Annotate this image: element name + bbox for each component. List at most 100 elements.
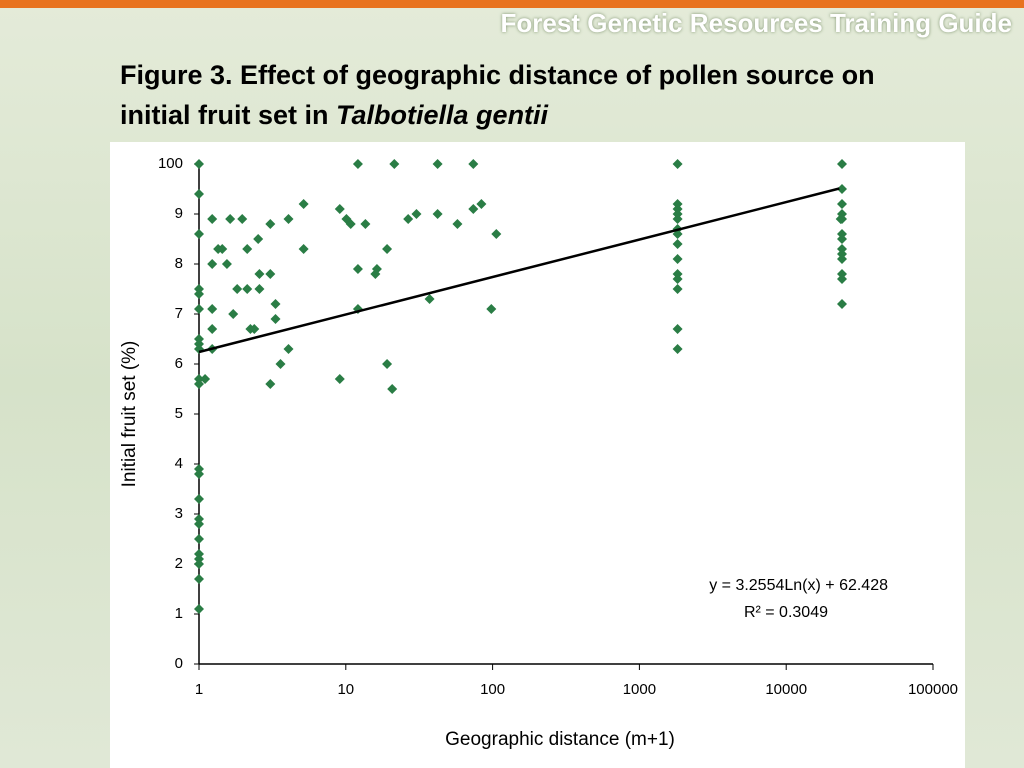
point — [837, 159, 848, 169]
point — [468, 204, 479, 214]
point — [221, 259, 232, 269]
point — [672, 159, 683, 169]
point — [371, 264, 382, 274]
title-species: Talbotiella gentii — [336, 100, 549, 130]
point — [672, 274, 683, 284]
point — [194, 469, 204, 479]
y-tick-label: 5 — [175, 405, 183, 422]
y-tick-label: 1 — [175, 605, 183, 622]
y-tick-label: 9 — [175, 205, 183, 222]
point — [283, 214, 294, 224]
point — [837, 184, 848, 194]
point — [835, 214, 846, 224]
point — [265, 379, 276, 389]
point — [432, 159, 443, 169]
point — [275, 359, 286, 369]
point — [249, 324, 260, 334]
point — [837, 274, 848, 284]
point — [403, 214, 414, 224]
point — [382, 359, 393, 369]
point — [468, 159, 479, 169]
point — [270, 314, 281, 324]
point — [672, 344, 683, 354]
point — [837, 299, 848, 309]
slide-title: Figure 3. Effect of geographic distance … — [120, 55, 940, 135]
y-tick-label: 6 — [175, 355, 183, 372]
point — [194, 379, 204, 389]
point — [207, 259, 218, 269]
point — [207, 214, 218, 224]
point — [486, 304, 497, 314]
point — [837, 199, 848, 209]
point — [194, 559, 204, 569]
point — [837, 254, 848, 264]
point — [334, 204, 345, 214]
point — [360, 219, 371, 229]
point — [254, 284, 265, 294]
y-tick-label: 2 — [175, 555, 183, 572]
point — [253, 234, 264, 244]
point — [672, 239, 683, 249]
point — [194, 304, 204, 314]
x-tick-label: 1 — [195, 681, 203, 698]
point — [194, 494, 204, 504]
equation: y = 3.2554Ln(x) + 62.428 — [709, 577, 888, 594]
point — [298, 199, 309, 209]
point — [265, 269, 276, 279]
y-tick-label: 7 — [175, 305, 183, 322]
header: Forest Genetic Resources Training Guide — [500, 8, 1012, 38]
point — [672, 254, 683, 264]
point — [194, 574, 204, 584]
point — [194, 519, 204, 529]
point — [194, 289, 204, 299]
point — [194, 229, 204, 239]
point — [283, 344, 294, 354]
point — [345, 219, 356, 229]
r-squared: R² = 0.3049 — [744, 604, 828, 621]
point — [334, 374, 345, 384]
title-text: Figure 3. Effect of geographic distance … — [120, 60, 875, 130]
point — [200, 374, 211, 384]
trendline — [198, 187, 840, 354]
y-tick-label: 3 — [175, 505, 183, 522]
point — [298, 244, 309, 254]
point — [411, 209, 422, 219]
y-tick-label: 8 — [175, 255, 183, 272]
point — [672, 324, 683, 334]
point — [228, 309, 239, 319]
x-tick-label: 10000 — [765, 681, 807, 698]
point — [232, 284, 243, 294]
point — [352, 264, 363, 274]
y-tick-label: 0 — [175, 655, 183, 672]
point — [352, 159, 363, 169]
x-tick-label: 10 — [337, 681, 354, 698]
point — [672, 284, 683, 294]
point — [242, 244, 253, 254]
point — [491, 229, 502, 239]
point — [432, 209, 443, 219]
point — [225, 214, 236, 224]
point — [194, 604, 204, 614]
x-tick-label: 100 — [480, 681, 505, 698]
x-tick-label: 100000 — [908, 681, 958, 698]
x-tick-label: 1000 — [623, 681, 656, 698]
point — [207, 324, 218, 334]
point — [194, 159, 204, 169]
point — [672, 214, 683, 224]
point — [476, 199, 487, 209]
point — [452, 219, 463, 229]
point — [424, 294, 435, 304]
point — [270, 299, 281, 309]
point — [382, 244, 393, 254]
y-tick-label: 100 — [158, 155, 183, 172]
y-axis-label: Initial fruit set (%) — [119, 341, 140, 488]
x-axis-label: Geographic distance (m+1) — [445, 729, 675, 750]
chart-area — [110, 142, 965, 768]
point — [387, 384, 398, 394]
top-bar — [0, 0, 1024, 8]
point — [242, 284, 253, 294]
point — [237, 214, 248, 224]
point — [254, 269, 265, 279]
y-tick-label: 4 — [175, 455, 183, 472]
